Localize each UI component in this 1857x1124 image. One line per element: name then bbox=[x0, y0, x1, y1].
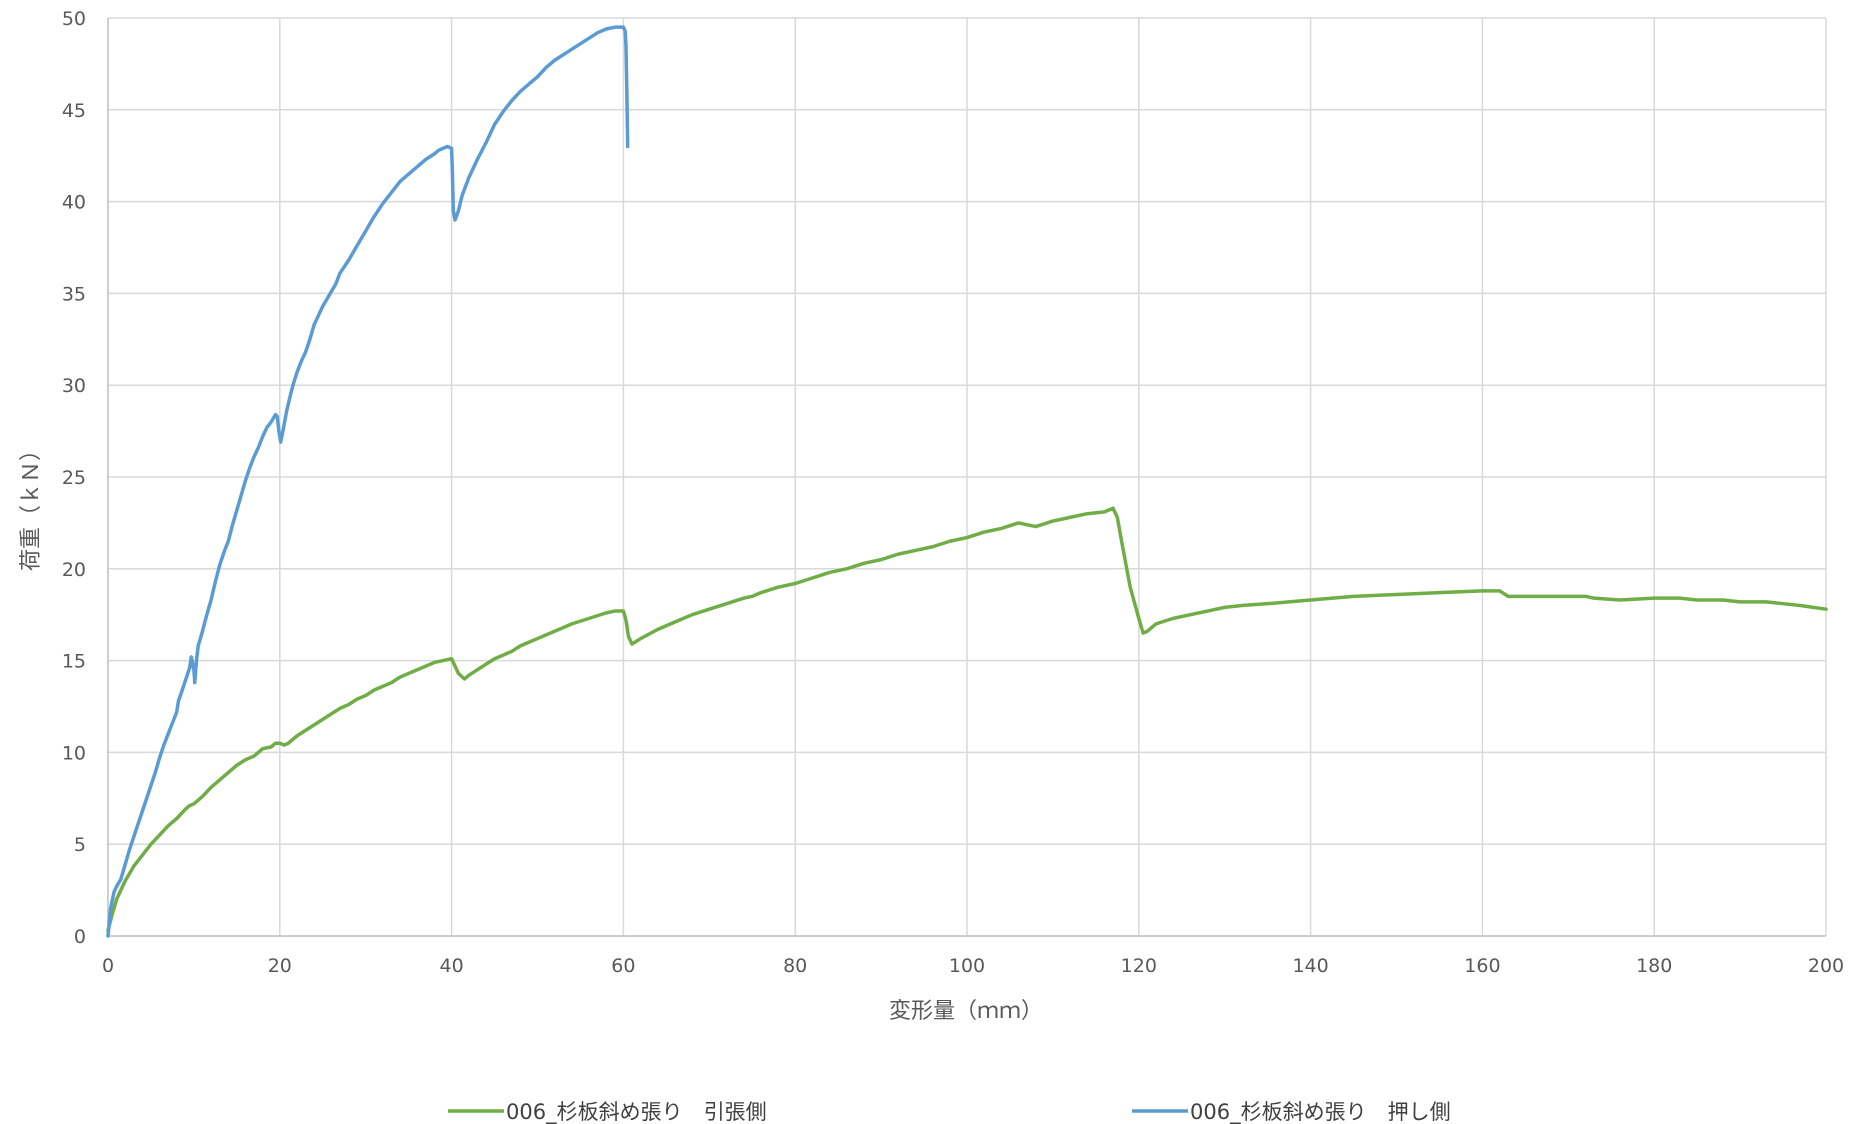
x-tick-labels: 0 20 40 60 80 100 120 140 160 180 200 bbox=[102, 955, 1844, 977]
y-tick-label: 0 bbox=[74, 926, 86, 948]
series-lines bbox=[106, 25, 1828, 938]
x-tick-label: 0 bbox=[102, 955, 114, 977]
x-tick-label: 120 bbox=[1121, 955, 1157, 977]
x-tick-label: 100 bbox=[949, 955, 985, 977]
y-tick-label: 35 bbox=[62, 283, 86, 305]
legend-label-compression: 006_杉板斜め張り 押し側 bbox=[1190, 1100, 1451, 1124]
x-tick-label: 200 bbox=[1808, 955, 1844, 977]
grid bbox=[108, 17, 1827, 936]
legend-item-compression[interactable]: 006_杉板斜め張り 押し側 bbox=[1132, 1100, 1451, 1124]
y-tick-label: 15 bbox=[62, 651, 86, 673]
series-line-compression[interactable] bbox=[106, 25, 630, 938]
y-tick-label: 40 bbox=[62, 192, 86, 214]
y-tick-label: 20 bbox=[62, 559, 86, 581]
y-tick-label: 10 bbox=[62, 742, 86, 764]
x-tick-label: 20 bbox=[268, 955, 292, 977]
y-axis-title: 荷重（ｋＮ） bbox=[19, 439, 44, 571]
x-tick-label: 140 bbox=[1292, 955, 1328, 977]
y-tick-label: 50 bbox=[62, 8, 86, 30]
series-line-tension[interactable] bbox=[106, 506, 1828, 933]
x-tick-label: 40 bbox=[440, 955, 464, 977]
y-tick-label: 5 bbox=[74, 834, 86, 856]
y-tick-label: 45 bbox=[62, 100, 86, 122]
y-tick-label: 30 bbox=[62, 375, 86, 397]
legend-label-tension: 006_杉板斜め張り 引張側 bbox=[506, 1100, 767, 1124]
legend: 006_杉板斜め張り 引張側 006_杉板斜め張り 押し側 bbox=[448, 1100, 1451, 1124]
x-tick-label: 180 bbox=[1636, 955, 1672, 977]
y-tick-label: 25 bbox=[62, 467, 86, 489]
x-tick-label: 80 bbox=[783, 955, 807, 977]
x-axis-title: 変形量（ｍｍ） bbox=[889, 999, 1043, 1024]
y-tick-labels: 0 5 10 15 20 25 30 35 40 45 50 bbox=[62, 8, 86, 948]
x-tick-label: 160 bbox=[1464, 955, 1500, 977]
axes bbox=[107, 18, 1826, 937]
x-tick-label: 60 bbox=[611, 955, 635, 977]
legend-item-tension[interactable]: 006_杉板斜め張り 引張側 bbox=[448, 1100, 767, 1124]
